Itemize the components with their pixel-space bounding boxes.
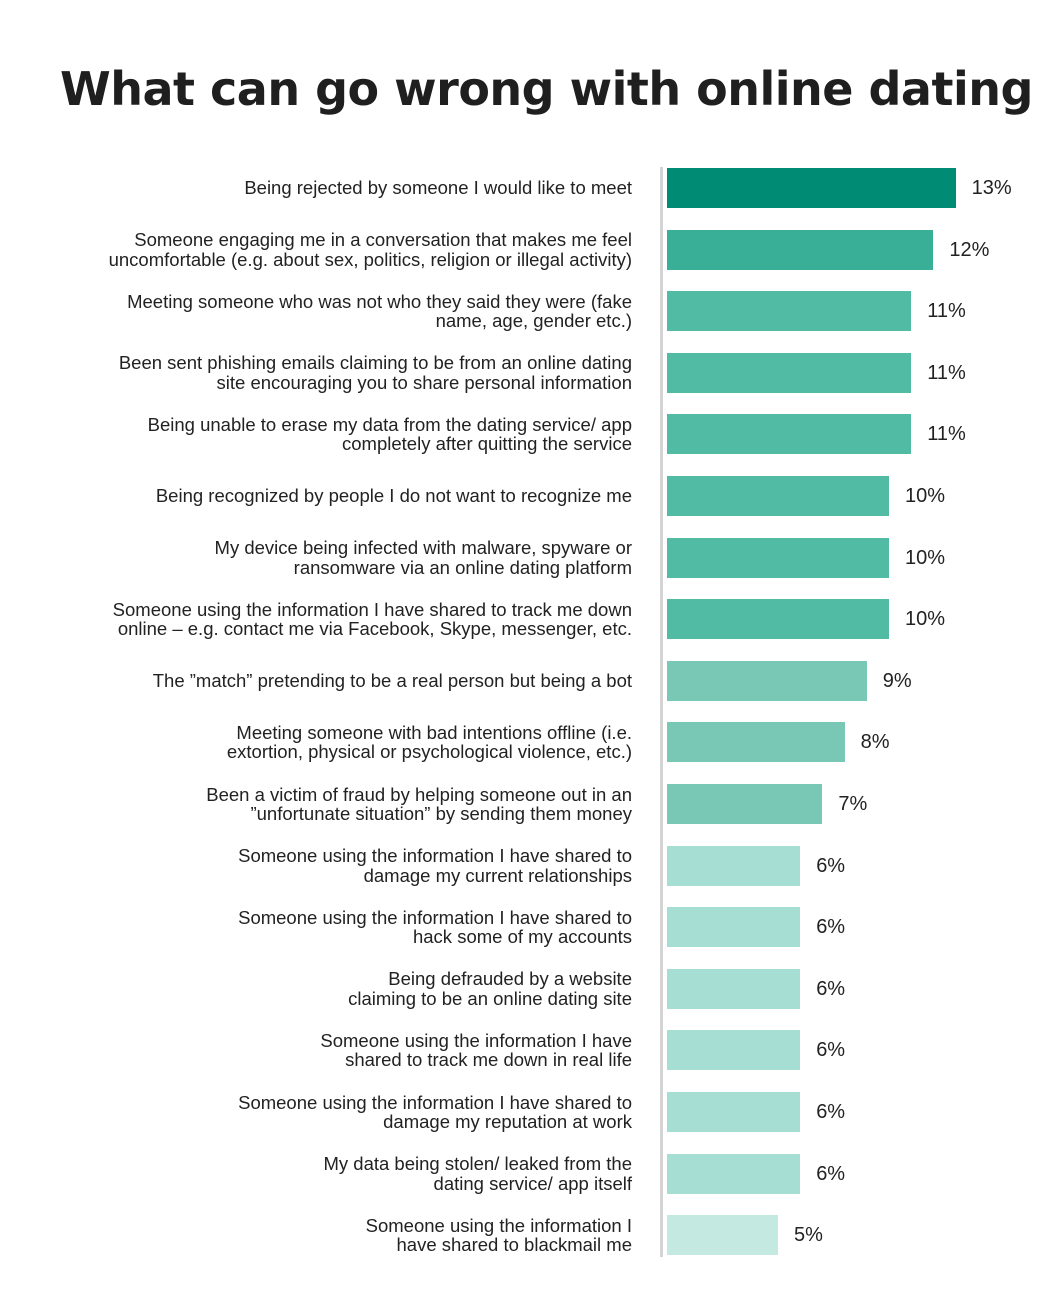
category-label-line: damage my current relationships — [363, 864, 632, 886]
category-label: My device being infected with malware, s… — [40, 537, 632, 579]
bar — [667, 784, 823, 824]
category-label-line: Being recognized by people I do not want… — [155, 485, 632, 507]
category-label: Someone engaging me in a conversation th… — [40, 229, 632, 271]
bar — [667, 229, 934, 270]
value-label: 6% — [816, 1101, 846, 1123]
bar — [667, 1153, 801, 1194]
category-label-line: Someone using the information I — [365, 1214, 632, 1236]
category-label-line: dating service/ app itself — [433, 1172, 632, 1194]
y-axis-line — [660, 167, 663, 1257]
chart-title: What can go wrong with online dating — [60, 62, 1033, 116]
value-label: 6% — [816, 916, 846, 939]
value-label: 11% — [927, 300, 966, 323]
value-label: 7% — [838, 793, 868, 815]
value-label: 11% — [927, 361, 966, 384]
category-label-line: ”unfortunate situation” by sending them … — [250, 803, 632, 824]
bar — [667, 1092, 801, 1132]
bar — [667, 1030, 801, 1071]
category-label-line: Someone using the information I have sha… — [238, 845, 632, 867]
bar — [667, 537, 889, 578]
value-label: 11% — [927, 423, 966, 446]
value-label: 6% — [816, 854, 846, 877]
category-label: Someone using the information I have sha… — [40, 1091, 632, 1133]
bar — [667, 1215, 778, 1256]
bar — [667, 168, 956, 208]
category-label-line: claiming to be an online dating site — [348, 987, 632, 1009]
category-label-line: My device being infected with malware, s… — [214, 537, 632, 559]
category-label-line: online – e.g. contact me via Facebook, S… — [117, 618, 632, 640]
category-label-line: uncomfortable (e.g. about sex, politics,… — [108, 248, 632, 270]
bar — [667, 722, 845, 763]
bar — [667, 845, 801, 886]
value-label: 10% — [905, 485, 946, 507]
value-label: 6% — [816, 977, 846, 1000]
value-label: 13% — [971, 177, 1012, 199]
category-label-line: Been sent phishing emails claiming to be… — [118, 352, 632, 374]
category-label-line: Someone using the information I have — [320, 1029, 632, 1051]
value-label: 8% — [860, 731, 890, 754]
category-label: Someone using the information I have sha… — [40, 906, 632, 948]
category-label-line: extortion, physical or psychological vio… — [226, 741, 632, 763]
category-label: Being recognized by people I do not want… — [40, 475, 632, 517]
value-label: 10% — [905, 608, 946, 631]
category-label-line: Meeting someone with bad intentions offl… — [236, 721, 632, 743]
value-label: 10% — [905, 546, 946, 569]
category-label-line: My data being stolen/ leaked from the — [323, 1153, 632, 1175]
bar — [667, 352, 912, 393]
bar — [667, 599, 889, 640]
category-label-line: Someone using the information I have sha… — [238, 1091, 632, 1113]
category-label-line: Someone using the information I have sha… — [112, 598, 632, 620]
category-label: Been sent phishing emails claiming to be… — [40, 352, 632, 394]
category-label-line: completely after quitting the service — [342, 433, 632, 455]
value-label: 9% — [882, 669, 912, 692]
category-label-line: hack some of my accounts — [412, 926, 632, 948]
bar — [667, 414, 912, 455]
category-label: Being rejected by someone I would like t… — [40, 167, 632, 209]
category-label-line: Someone using the information I have sha… — [238, 906, 632, 928]
category-label-line: shared to track me down in real life — [345, 1049, 632, 1071]
category-label: Being defrauded by a website claiming to … — [40, 968, 632, 1010]
bar — [667, 291, 912, 332]
category-label: Being unable to erase my data from the d… — [40, 413, 632, 455]
category-label-line: site encouraging you to share personal i… — [216, 371, 632, 393]
category-label-line: Being unable to erase my data from the d… — [147, 413, 632, 435]
category-label: Someone using the information I have shar… — [40, 1029, 632, 1071]
value-label: 12% — [949, 238, 990, 261]
category-label-line: Being defrauded by a website — [388, 968, 632, 990]
bar — [667, 907, 801, 948]
value-label: 6% — [816, 1039, 846, 1062]
category-label: Meeting someone who was not who they sai… — [40, 290, 632, 332]
bar — [667, 660, 867, 701]
bar — [667, 968, 801, 1009]
category-label: Meeting someone with bad intentions offl… — [40, 721, 632, 763]
category-label-line: Meeting someone who was not who they sai… — [127, 290, 632, 312]
category-label-line: Someone engaging me in a conversation th… — [134, 229, 632, 251]
category-label-line: damage my reputation at work — [383, 1111, 632, 1132]
category-label-line: name, age, gender etc.) — [435, 310, 632, 332]
category-label-line: The ”match” pretending to be a real pers… — [152, 670, 632, 692]
category-label: Someone using the information I have sha… — [40, 845, 632, 887]
bar — [667, 476, 889, 516]
value-label: 6% — [816, 1162, 846, 1185]
category-label: My data being stolen/ leaked from the dat… — [40, 1153, 632, 1195]
category-label-line: Being rejected by someone I would like t… — [244, 177, 632, 199]
category-label: Been a victim of fraud by helping someon… — [40, 783, 632, 825]
category-label: Someone using the information I have sha… — [40, 598, 632, 640]
category-label-line: Been a victim of fraud by helping someon… — [206, 783, 632, 805]
value-label: 5% — [794, 1224, 823, 1247]
category-label: The ”match” pretending to be a real pers… — [40, 660, 632, 702]
category-label-line: ransomware via an online dating platform — [293, 556, 632, 578]
category-label-line: have shared to blackmail me — [396, 1234, 632, 1256]
